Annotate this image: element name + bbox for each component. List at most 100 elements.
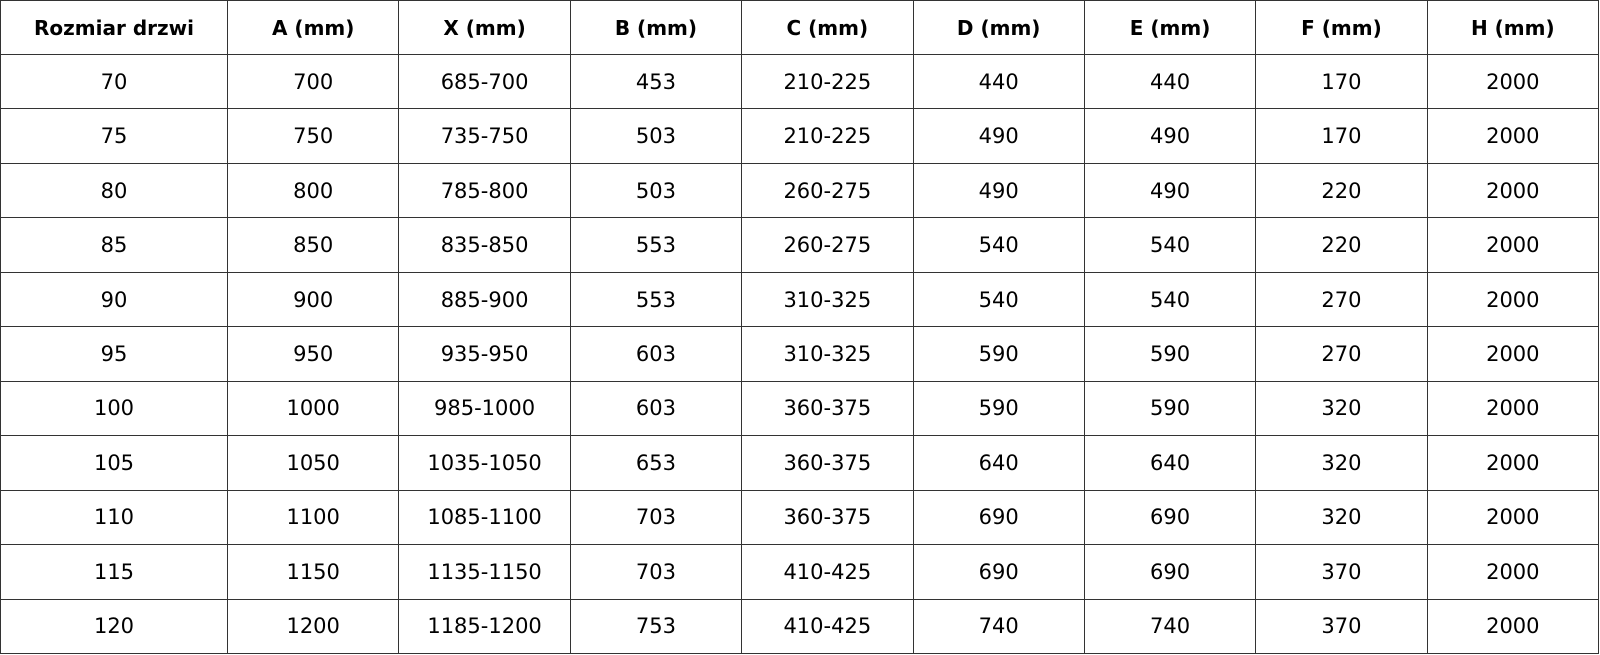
- column-header: A (mm): [226, 0, 400, 55]
- table-row: 75 750 735-750 503 210-225 490 490 170 2000: [0, 108, 1600, 164]
- table-cell: 2000: [1426, 162, 1600, 219]
- table-cell: 740: [1083, 598, 1257, 655]
- table-cell: 320: [1255, 435, 1428, 491]
- table-cell: 270: [1255, 326, 1428, 382]
- table-cell: 105: [0, 435, 228, 491]
- column-header: H (mm): [1426, 0, 1600, 55]
- column-header: Rozmiar drzwi: [0, 0, 228, 55]
- table-cell: 553: [569, 217, 743, 273]
- column-header: X (mm): [398, 0, 571, 55]
- table-cell: 110: [0, 489, 228, 546]
- table-cell: 935-950: [398, 326, 571, 382]
- table-cell: 950: [226, 326, 400, 382]
- table-cell: 735-750: [398, 108, 571, 164]
- table-cell: 2000: [1426, 380, 1600, 437]
- table-cell: 320: [1255, 489, 1428, 546]
- table-cell: 370: [1255, 598, 1428, 655]
- table-cell: 590: [912, 326, 1085, 382]
- table-row: 90 900 885-900 553 310-325 540 540 270 2000: [0, 271, 1600, 328]
- table-cell: 690: [912, 489, 1085, 546]
- table-cell: 2000: [1426, 326, 1600, 382]
- table-cell: 170: [1255, 108, 1428, 164]
- table-cell: 690: [912, 544, 1085, 600]
- table-cell: 170: [1255, 53, 1428, 110]
- table-cell: 360-375: [741, 489, 914, 546]
- table-cell: 85: [0, 217, 228, 273]
- table-cell: 120: [0, 598, 228, 655]
- table-cell: 260-275: [741, 217, 914, 273]
- table-cell: 750: [226, 108, 400, 164]
- table-cell: 490: [1083, 162, 1257, 219]
- table-row: 110 1100 1085-1100 703 360-375 690 690 320 2000: [0, 489, 1600, 546]
- table-cell: 690: [1083, 489, 1257, 546]
- table-cell: 540: [1083, 271, 1257, 328]
- table-cell: 410-425: [741, 544, 914, 600]
- table-cell: 700: [226, 53, 400, 110]
- table-cell: 440: [912, 53, 1085, 110]
- table-cell: 410-425: [741, 598, 914, 655]
- table-cell: 690: [1083, 544, 1257, 600]
- table-cell: 2000: [1426, 435, 1600, 491]
- table-cell: 220: [1255, 162, 1428, 219]
- column-header: B (mm): [569, 0, 743, 55]
- table-cell: 90: [0, 271, 228, 328]
- table-cell: 785-800: [398, 162, 571, 219]
- table-cell: 753: [569, 598, 743, 655]
- table-cell: 320: [1255, 380, 1428, 437]
- table-cell: 490: [1083, 108, 1257, 164]
- table-cell: 703: [569, 544, 743, 600]
- table-cell: 100: [0, 380, 228, 437]
- table-cell: 703: [569, 489, 743, 546]
- table-cell: 453: [569, 53, 743, 110]
- table-cell: 540: [1083, 217, 1257, 273]
- table-cell: 540: [912, 217, 1085, 273]
- table-cell: 220: [1255, 217, 1428, 273]
- table-cell: 2000: [1426, 53, 1600, 110]
- table-cell: 553: [569, 271, 743, 328]
- table-cell: 210-225: [741, 108, 914, 164]
- column-header: C (mm): [741, 0, 914, 55]
- table-cell: 2000: [1426, 271, 1600, 328]
- table-cell: 740: [912, 598, 1085, 655]
- table-row: 115 1150 1135-1150 703 410-425 690 690 370 2000: [0, 544, 1600, 600]
- table-cell: 640: [1083, 435, 1257, 491]
- table-row: 100 1000 985-1000 603 360-375 590 590 320 2000: [0, 380, 1600, 437]
- table-cell: 440: [1083, 53, 1257, 110]
- table-cell: 1085-1100: [398, 489, 571, 546]
- table-cell: 1100: [226, 489, 400, 546]
- header-row: Rozmiar drzwi A (mm) X (mm) B (mm) C (mm) D (…: [0, 0, 1600, 55]
- table-cell: 310-325: [741, 271, 914, 328]
- table-cell: 1135-1150: [398, 544, 571, 600]
- table-cell: 603: [569, 380, 743, 437]
- table-cell: 985-1000: [398, 380, 571, 437]
- table-cell: 270: [1255, 271, 1428, 328]
- table-cell: 540: [912, 271, 1085, 328]
- table-row: 80 800 785-800 503 260-275 490 490 220 2000: [0, 162, 1600, 219]
- table-cell: 2000: [1426, 598, 1600, 655]
- table-cell: 1200: [226, 598, 400, 655]
- table-cell: 260-275: [741, 162, 914, 219]
- table-row: 105 1050 1035-1050 653 360-375 640 640 320 2000: [0, 435, 1600, 491]
- table-cell: 490: [912, 108, 1085, 164]
- table-cell: 653: [569, 435, 743, 491]
- table-cell: 503: [569, 162, 743, 219]
- table-cell: 1035-1050: [398, 435, 571, 491]
- table-cell: 685-700: [398, 53, 571, 110]
- column-header: E (mm): [1083, 0, 1257, 55]
- table-cell: 835-850: [398, 217, 571, 273]
- table-cell: 360-375: [741, 435, 914, 491]
- table-cell: 850: [226, 217, 400, 273]
- table-row: 85 850 835-850 553 260-275 540 540 220 2000: [0, 217, 1600, 273]
- table-cell: 640: [912, 435, 1085, 491]
- table-cell: 2000: [1426, 217, 1600, 273]
- table-cell: 503: [569, 108, 743, 164]
- table-cell: 885-900: [398, 271, 571, 328]
- table-cell: 210-225: [741, 53, 914, 110]
- table-cell: 360-375: [741, 380, 914, 437]
- table-cell: 1185-1200: [398, 598, 571, 655]
- table-row: 95 950 935-950 603 310-325 590 590 270 2000: [0, 326, 1600, 382]
- column-header: D (mm): [912, 0, 1085, 55]
- table-cell: 590: [912, 380, 1085, 437]
- table-row: 120 1200 1185-1200 753 410-425 740 740 370 2000: [0, 598, 1600, 655]
- table-cell: 2000: [1426, 489, 1600, 546]
